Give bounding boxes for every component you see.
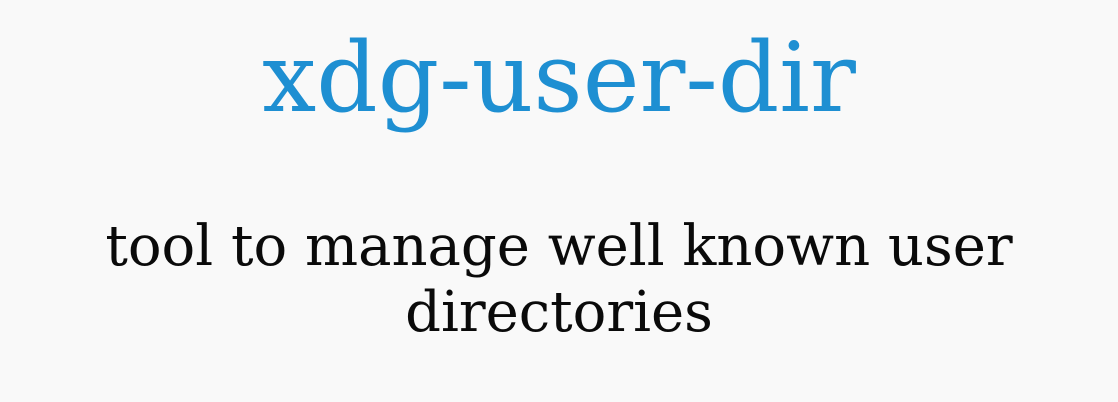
page-subtitle: tool to manage well known user directori… <box>105 214 1013 345</box>
page-title: xdg-user-dir <box>262 22 856 134</box>
